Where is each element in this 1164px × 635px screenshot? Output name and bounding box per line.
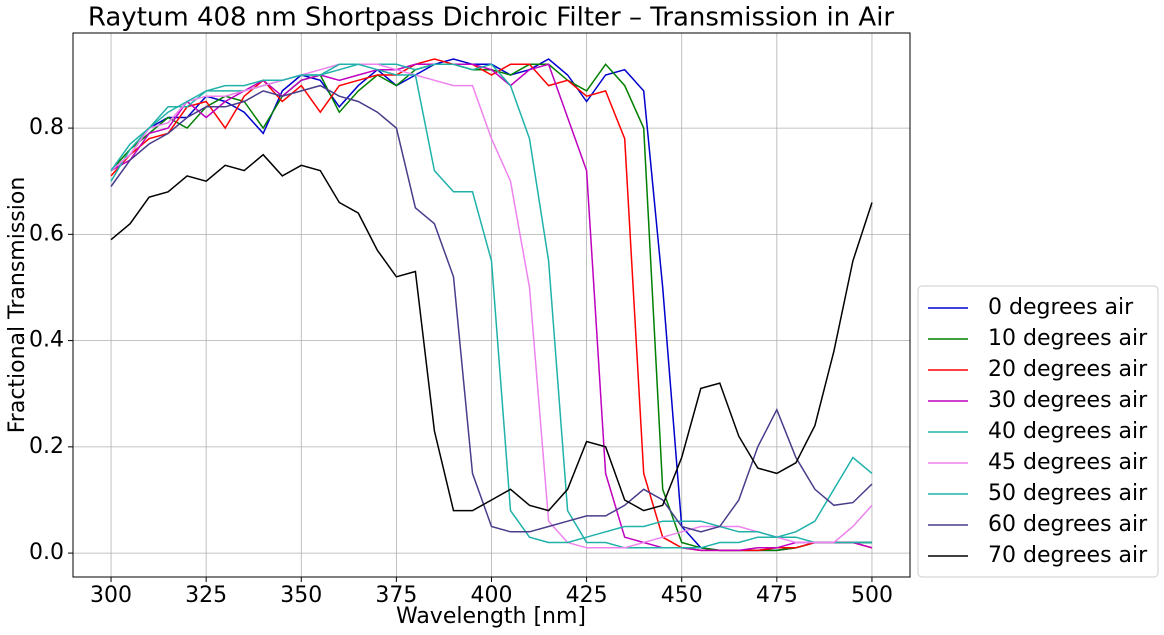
y-tick-label: 0.6	[29, 221, 64, 246]
legend-label: 40 degrees air	[988, 419, 1148, 444]
x-tick-label: 450	[661, 583, 703, 608]
legend-label: 45 degrees air	[988, 450, 1148, 475]
legend-label: 20 degrees air	[988, 357, 1148, 382]
x-tick-label: 500	[851, 583, 893, 608]
y-tick-label: 0.2	[29, 434, 64, 459]
series-line	[110, 63, 872, 549]
series-line	[110, 63, 873, 549]
x-tick-label: 375	[375, 583, 417, 608]
legend-box	[917, 285, 1159, 578]
legend-label: 0 degrees air	[988, 295, 1134, 320]
x-tick-label: 325	[185, 583, 227, 608]
legend-label: 50 degrees air	[988, 481, 1148, 506]
series-line	[110, 63, 873, 544]
x-tick-label: 350	[280, 583, 322, 608]
legend-label: 10 degrees air	[988, 326, 1148, 351]
x-tick-label: 425	[566, 583, 608, 608]
series-line	[110, 153, 873, 512]
series-line	[110, 84, 873, 533]
x-axis-label: Wavelength [nm]	[396, 604, 586, 629]
y-tick-label: 0.4	[29, 328, 64, 353]
series-line	[110, 63, 873, 552]
chart-title: Raytum 408 nm Shortpass Dichroic Filter …	[88, 3, 895, 33]
plot-frame	[72, 32, 911, 578]
x-tick-label: 400	[471, 583, 513, 608]
series-line	[110, 58, 873, 552]
legend-label: 70 degrees air	[988, 543, 1148, 568]
x-tick-label: 475	[756, 583, 798, 608]
legend-label: 60 degrees air	[988, 512, 1148, 537]
x-tick-label: 300	[90, 583, 132, 608]
y-tick-label: 0.0	[29, 540, 64, 565]
y-tick-label: 0.8	[29, 115, 64, 140]
y-axis-label: Fractional Transmission	[5, 177, 30, 434]
legend-label: 30 degrees air	[988, 388, 1148, 413]
